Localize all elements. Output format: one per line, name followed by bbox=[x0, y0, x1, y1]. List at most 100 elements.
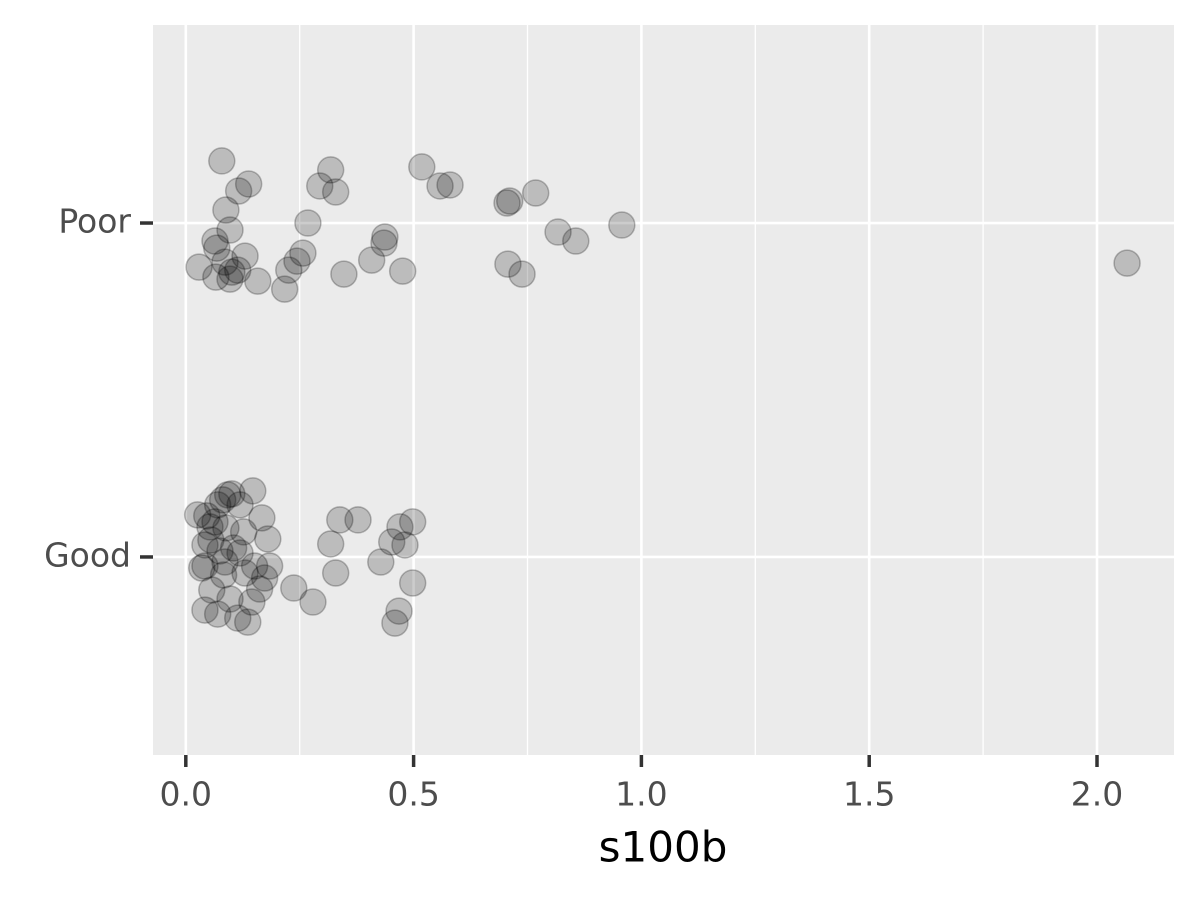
point bbox=[223, 604, 252, 632]
point bbox=[330, 260, 358, 288]
point bbox=[562, 227, 590, 255]
point bbox=[270, 275, 299, 303]
point bbox=[201, 227, 229, 255]
point bbox=[212, 196, 240, 224]
point bbox=[391, 531, 419, 559]
point bbox=[377, 528, 406, 556]
point bbox=[191, 552, 219, 580]
point bbox=[386, 513, 414, 541]
point bbox=[385, 597, 413, 625]
point bbox=[234, 170, 263, 198]
x-axis-title: s100b bbox=[599, 823, 728, 872]
point bbox=[187, 554, 216, 582]
point bbox=[238, 588, 266, 616]
point bbox=[398, 569, 427, 597]
point bbox=[203, 600, 232, 628]
point bbox=[203, 234, 231, 262]
point bbox=[226, 539, 254, 567]
point bbox=[255, 552, 284, 580]
point bbox=[209, 561, 238, 589]
point bbox=[250, 564, 279, 592]
point bbox=[197, 526, 225, 554]
point bbox=[213, 481, 242, 509]
point bbox=[370, 229, 398, 257]
point bbox=[388, 257, 417, 285]
point bbox=[201, 508, 229, 536]
point bbox=[508, 260, 536, 288]
point bbox=[357, 246, 386, 274]
point bbox=[191, 531, 219, 559]
point bbox=[206, 537, 234, 565]
point bbox=[208, 486, 237, 514]
point bbox=[202, 263, 230, 291]
point bbox=[275, 256, 303, 284]
point bbox=[299, 588, 327, 616]
point bbox=[316, 530, 345, 558]
point bbox=[223, 256, 252, 284]
point bbox=[240, 552, 269, 580]
point bbox=[211, 548, 239, 576]
point bbox=[544, 218, 572, 246]
point bbox=[239, 477, 267, 505]
point bbox=[371, 223, 399, 251]
point bbox=[280, 574, 308, 602]
point bbox=[218, 480, 246, 508]
point bbox=[212, 514, 240, 542]
point bbox=[326, 506, 354, 534]
point bbox=[248, 504, 276, 532]
y-tick-label: Good bbox=[44, 535, 131, 574]
point bbox=[216, 585, 244, 613]
x-tick-label: 0.5 bbox=[387, 775, 439, 814]
point bbox=[208, 147, 236, 175]
point bbox=[245, 575, 274, 603]
point bbox=[224, 177, 253, 205]
point bbox=[426, 172, 454, 200]
x-tick-label: 1.0 bbox=[615, 775, 667, 814]
point bbox=[183, 501, 212, 529]
point bbox=[198, 576, 226, 604]
point bbox=[254, 525, 282, 553]
point bbox=[289, 239, 317, 267]
point bbox=[316, 156, 345, 184]
point bbox=[229, 518, 258, 546]
point bbox=[494, 250, 522, 278]
point bbox=[193, 502, 221, 530]
point bbox=[231, 242, 259, 270]
point bbox=[231, 559, 259, 587]
x-tick-label: 1.5 bbox=[843, 775, 895, 814]
point bbox=[495, 187, 524, 215]
point bbox=[521, 179, 550, 207]
point bbox=[244, 267, 272, 295]
point bbox=[1113, 249, 1141, 277]
point bbox=[219, 534, 248, 562]
point bbox=[398, 508, 427, 536]
point bbox=[344, 506, 372, 534]
point bbox=[493, 189, 521, 217]
point bbox=[191, 596, 219, 624]
y-tick-label: Poor bbox=[58, 202, 131, 241]
point bbox=[203, 491, 232, 519]
point bbox=[226, 491, 254, 519]
point bbox=[608, 211, 636, 239]
point bbox=[196, 513, 224, 541]
x-tick-label: 2.0 bbox=[1071, 775, 1123, 814]
point bbox=[408, 153, 436, 181]
x-tick-label: 0.0 bbox=[160, 775, 212, 814]
point bbox=[234, 608, 262, 636]
point bbox=[436, 171, 464, 199]
point bbox=[216, 265, 244, 293]
point bbox=[185, 253, 213, 281]
point bbox=[321, 559, 350, 587]
panel-background bbox=[153, 25, 1174, 755]
point bbox=[294, 209, 322, 237]
point bbox=[367, 548, 395, 576]
point bbox=[283, 247, 311, 275]
point bbox=[305, 172, 334, 200]
point bbox=[218, 258, 246, 286]
point bbox=[381, 609, 409, 637]
point bbox=[321, 178, 350, 206]
point bbox=[211, 248, 239, 276]
point bbox=[216, 216, 244, 244]
